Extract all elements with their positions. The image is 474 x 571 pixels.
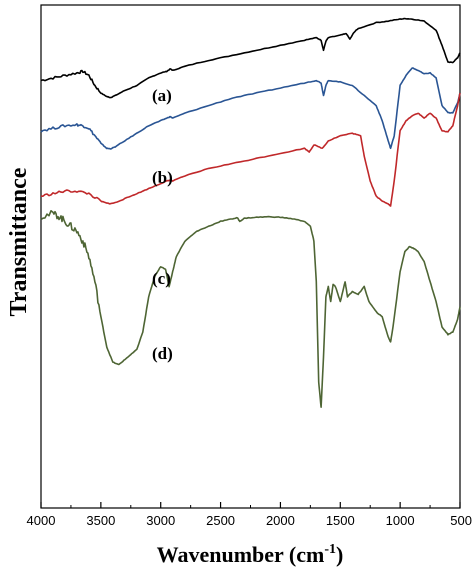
y-axis-title: Transmittance [6,167,32,316]
series-line-d [40,210,461,408]
x-tick-label: 3500 [86,513,115,528]
x-axis-title-close: ) [336,542,343,567]
x-tick-label: 2000 [266,513,295,528]
series-labels: (a) (b) (c) (d) [152,86,173,363]
x-tick-label: 1000 [386,513,415,528]
series-group [40,17,461,408]
series-line-b [40,67,461,150]
x-axis-title-sup: -1 [324,542,336,557]
x-axis-ticks: 4000 3500 3000 2500 2000 1500 1000 500 [27,502,472,528]
plot-frame [40,4,461,509]
x-tick-label: 1500 [326,513,355,528]
x-tick-label: 2500 [206,513,235,528]
x-axis-title: Wavenumber (cm-1) [157,542,344,567]
series-label-a: (a) [152,86,172,105]
x-tick-label: 4000 [27,513,56,528]
x-axis-title-main: Wavenumber (cm [157,542,325,567]
series-label-d: (d) [152,344,173,363]
series-label-b: (b) [152,168,173,187]
x-tick-label: 500 [450,513,472,528]
x-tick-label: 3000 [146,513,175,528]
series-line-c [40,92,461,207]
series-line-a [40,17,461,99]
series-label-c: (c) [152,269,171,288]
